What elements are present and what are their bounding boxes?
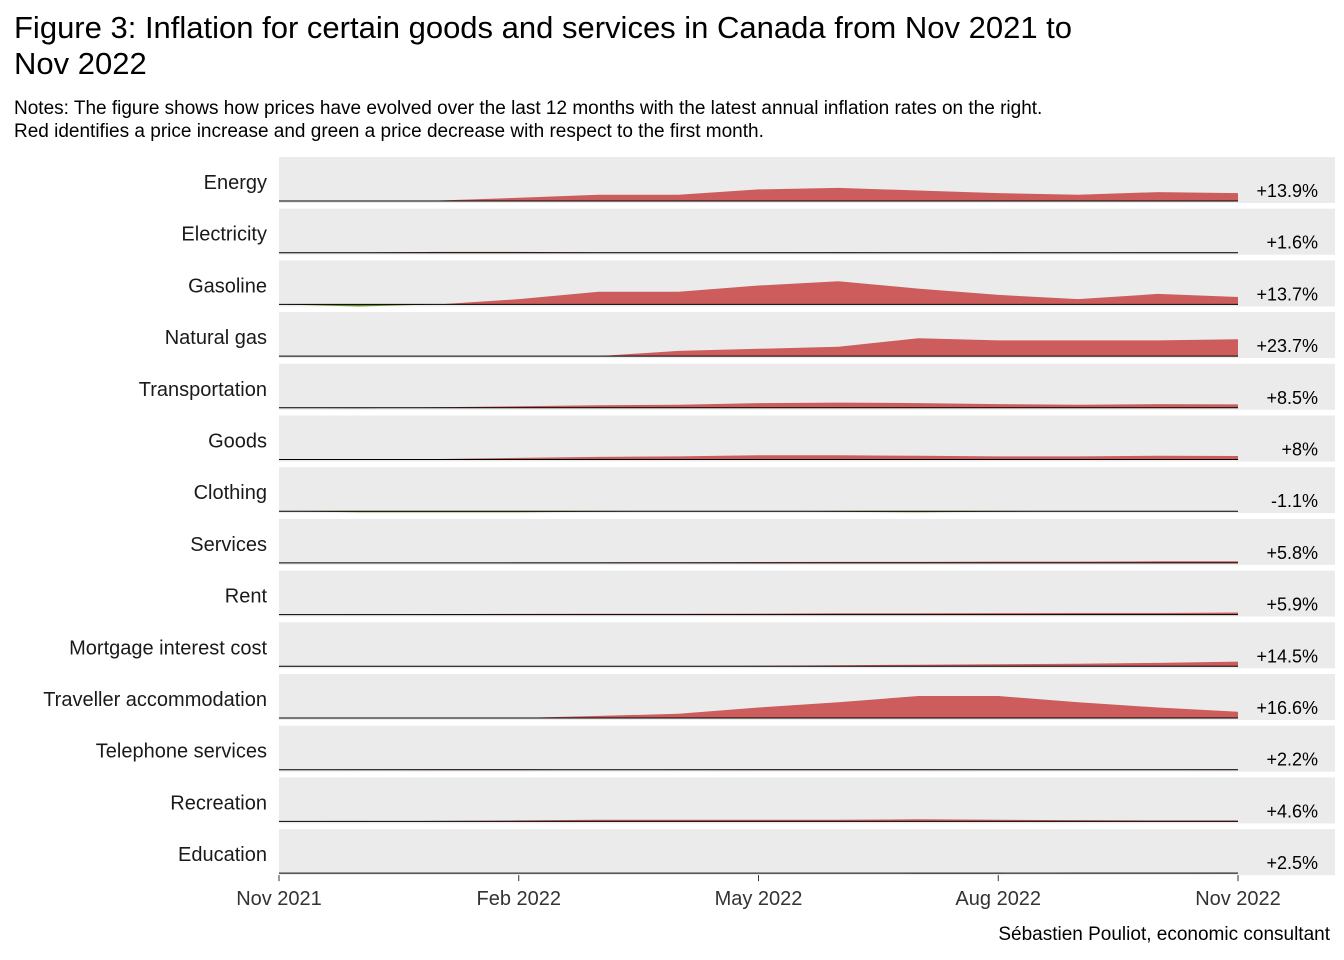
chart-title: Figure 3: Inflation for certain goods an… <box>14 10 1073 81</box>
increase-area-energy <box>398 187 1238 201</box>
chart-notes: Notes: The figure shows how prices have … <box>14 98 1043 142</box>
panel-recreation <box>279 777 1335 824</box>
x-tick-label: Aug 2022 <box>955 888 1041 910</box>
row-label-natural-gas: Natural gas <box>165 327 267 349</box>
chart-caption: Sébastien Pouliot, economic consultant <box>998 924 1330 945</box>
increase-area-rent <box>279 612 1238 615</box>
panel-telephone-services <box>279 725 1335 772</box>
panel-education <box>279 829 1335 876</box>
rate-label-traveller-accommodation: +16.6% <box>1256 698 1318 718</box>
panel-transportation <box>279 363 1335 410</box>
rate-label-clothing: -1.1% <box>1271 491 1318 511</box>
panel-rent <box>279 570 1335 617</box>
row-label-education: Education <box>178 844 267 866</box>
rate-label-goods: +8% <box>1281 440 1318 460</box>
rate-label-mortgage-interest-cost: +14.5% <box>1256 646 1318 666</box>
panel-goods <box>279 415 1335 462</box>
rate-label-energy: +13.9% <box>1256 181 1318 201</box>
rate-label-electricity: +1.6% <box>1266 233 1318 253</box>
increase-area-natural-gas <box>279 338 1238 357</box>
increase-area-mortgage-interest-cost <box>279 661 1238 667</box>
row-label-gasoline: Gasoline <box>188 275 267 297</box>
x-tick-label: Nov 2021 <box>236 888 322 910</box>
increase-area-goods <box>279 455 1238 460</box>
rate-label-services: +5.8% <box>1266 543 1318 563</box>
x-tick-label: Feb 2022 <box>476 888 561 910</box>
row-label-traveller-accommodation: Traveller accommodation <box>43 689 267 711</box>
rate-label-recreation: +4.6% <box>1266 801 1318 821</box>
rate-label-transportation: +8.5% <box>1266 388 1318 408</box>
panel-electricity <box>279 208 1335 255</box>
row-label-mortgage-interest-cost: Mortgage interest cost <box>69 637 267 659</box>
row-label-telephone-services: Telephone services <box>96 741 267 763</box>
rate-label-rent: +5.9% <box>1266 595 1318 615</box>
increase-area-transportation <box>398 402 1238 408</box>
row-label-recreation: Recreation <box>170 792 267 814</box>
row-label-clothing: Clothing <box>194 482 267 504</box>
rate-label-natural-gas: +23.7% <box>1256 336 1318 356</box>
increase-area-recreation <box>381 819 1238 822</box>
rate-label-education: +2.5% <box>1266 853 1318 873</box>
row-label-goods: Goods <box>208 431 267 453</box>
row-label-energy: Energy <box>204 172 267 194</box>
panel-services <box>279 518 1335 565</box>
panel-mortgage-interest-cost <box>279 622 1335 669</box>
increase-area-traveller-accommodation <box>279 696 1238 718</box>
rate-label-telephone-services: +2.2% <box>1266 750 1318 770</box>
row-label-services: Services <box>190 534 267 556</box>
rate-label-gasoline: +13.7% <box>1256 284 1318 304</box>
panel-clothing <box>279 467 1335 514</box>
row-label-electricity: Electricity <box>181 224 267 246</box>
row-label-transportation: Transportation <box>139 379 267 401</box>
x-tick-label: Nov 2022 <box>1195 888 1281 910</box>
increase-area-gasoline <box>279 281 1238 305</box>
row-label-rent: Rent <box>225 586 268 608</box>
x-tick-label: May 2022 <box>715 888 803 910</box>
